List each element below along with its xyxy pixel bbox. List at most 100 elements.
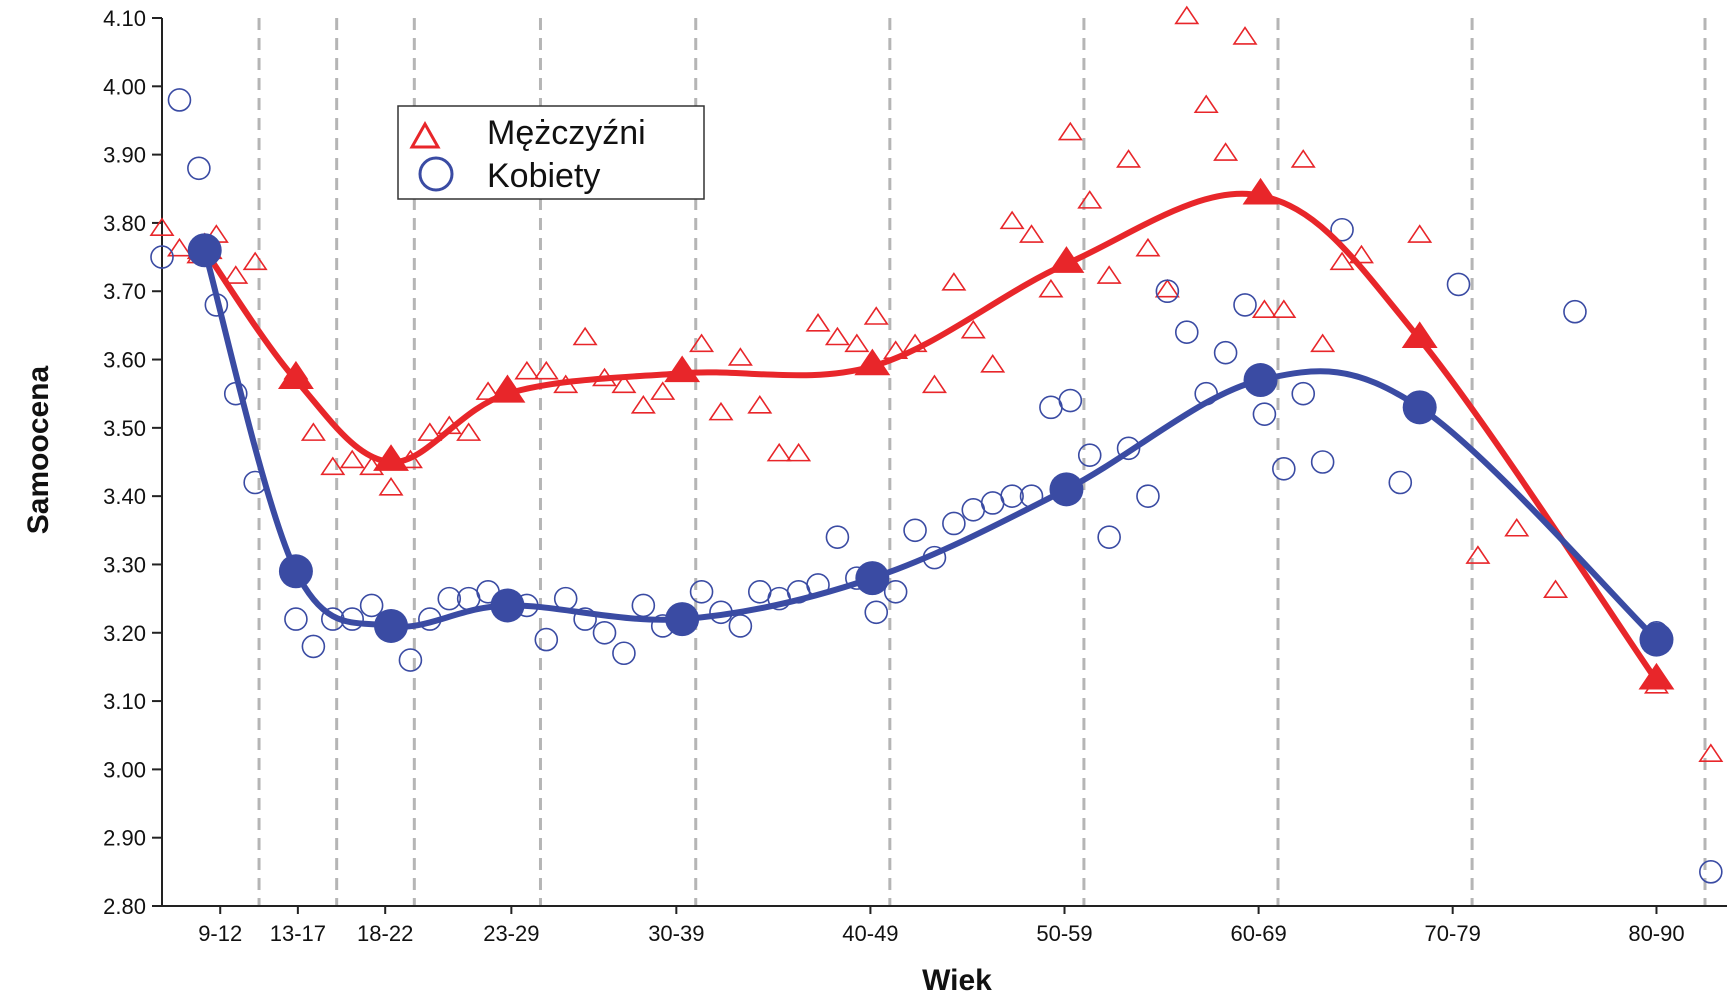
- scatter-point-triangle: [1096, 265, 1122, 284]
- scatter-point-triangle: [1213, 142, 1239, 161]
- trend-line-women: [201, 247, 1660, 643]
- y-tick-label: 4.10: [103, 6, 146, 31]
- mean-marker-triangle: [1638, 662, 1675, 690]
- scatter-point-triangle: [1193, 94, 1219, 114]
- mean-marker-triangle: [1242, 177, 1279, 205]
- scatter-point-triangle: [320, 456, 346, 476]
- scatter-point-triangle: [533, 360, 559, 380]
- scatter-point-circle: [728, 614, 753, 638]
- scatter-point-circle: [301, 634, 326, 659]
- x-tick-label: 80-90: [1628, 921, 1684, 946]
- scatter-point-circle: [1446, 272, 1471, 297]
- scatter-point-triangle: [1232, 26, 1258, 45]
- scatter-point-triangle: [727, 347, 753, 366]
- scatter-point-triangle: [999, 210, 1025, 230]
- scatter-point-triangle: [1135, 237, 1161, 257]
- scatter-point-triangle: [1348, 244, 1374, 264]
- scatter-point-circle: [1330, 217, 1354, 242]
- trend-lines: [201, 190, 1660, 684]
- scatter-point-circle: [359, 593, 384, 618]
- mean-marker-circle: [1243, 363, 1278, 398]
- scatter-point-triangle: [1290, 149, 1316, 168]
- mean-markers: [186, 177, 1675, 690]
- scatter-point-circle: [534, 627, 559, 652]
- legend-triangle-icon: [409, 120, 441, 149]
- scatter-point-circle: [284, 607, 308, 631]
- scatter-point-triangle: [149, 217, 175, 236]
- mean-marker-triangle: [373, 444, 409, 471]
- scatter-point-triangle: [980, 354, 1006, 373]
- scatter-point-circle: [1310, 450, 1335, 474]
- scatter-point-circle: [903, 518, 927, 543]
- scatter-point-triangle: [689, 333, 715, 353]
- scatter-point-triangle: [1504, 517, 1530, 537]
- scatter-point-circle: [1097, 525, 1121, 549]
- mean-marker-circle: [1049, 472, 1084, 507]
- scatter-point-circle: [1155, 279, 1180, 304]
- scatter-point-triangle: [300, 422, 326, 441]
- y-ticks: 2.80 2.90 3.00 3.10 3.20 3.30 3.40 3.50 3.60 3.70…: [103, 6, 162, 919]
- scatter-point-triangle: [1407, 224, 1433, 243]
- scatter-point-circle: [1272, 457, 1296, 481]
- x-ticks: 9-12 13-17 18-22 23-29 30-39 40-49 50-59 60-69 7…: [198, 906, 1685, 946]
- scatter-point-circle: [1116, 436, 1141, 461]
- scatter-point-triangle: [1310, 333, 1336, 353]
- scatter-point-triangle: [1116, 149, 1142, 168]
- scatter-point-triangle: [766, 442, 792, 462]
- y-tick-label: 3.30: [103, 552, 146, 577]
- scatter-point-circle: [150, 245, 174, 269]
- y-tick-label: 2.80: [103, 894, 146, 919]
- scatter-point-triangle: [1057, 121, 1083, 141]
- mean-marker-circle: [1402, 390, 1437, 425]
- scatter-point-triangle: [1271, 299, 1297, 318]
- scatter-point-triangle: [456, 422, 482, 441]
- scatter-point-circle: [1058, 388, 1083, 413]
- scatter-point-triangle: [378, 477, 404, 496]
- x-tick-label: 9-12: [198, 921, 242, 946]
- scatter-point-triangle: [708, 401, 734, 421]
- scatter-point-triangle: [1077, 190, 1103, 209]
- scatter-point-triangle: [941, 272, 967, 291]
- scatter-point-triangle: [960, 319, 986, 339]
- scatter-point-triangle: [921, 374, 947, 394]
- scatter-point-circle: [437, 586, 462, 611]
- scatter-point-triangle: [650, 381, 676, 400]
- legend-label-women: Kobiety: [487, 157, 600, 195]
- trend-line-men: [201, 190, 1660, 684]
- mean-marker-circle: [374, 608, 409, 643]
- scatter-point-triangle: [514, 360, 540, 380]
- mean-marker-circle: [1639, 622, 1674, 657]
- mean-marker-circle: [187, 233, 222, 268]
- y-tick-label: 2.90: [103, 826, 146, 851]
- scatter-point-circle: [592, 620, 617, 645]
- mean-marker-triangle: [1401, 321, 1438, 348]
- scatter-point-circle: [612, 641, 636, 666]
- scatter-point-circle: [1077, 443, 1102, 467]
- mean-marker-triangle: [854, 348, 891, 376]
- x-tick-label: 50-59: [1036, 921, 1092, 946]
- scatter-point-triangle: [1465, 545, 1491, 564]
- x-tick-label: 70-79: [1425, 921, 1481, 946]
- scatter-points: [149, 5, 1724, 884]
- mean-marker-circle: [278, 554, 313, 589]
- scatter-point-triangle: [1174, 5, 1200, 25]
- scatter-point-triangle: [339, 449, 365, 469]
- scatter-point-circle: [1136, 484, 1160, 508]
- scatter-point-circle: [1213, 340, 1238, 365]
- scatter-point-triangle: [1154, 278, 1180, 298]
- scatter-point-triangle: [1019, 224, 1045, 243]
- scatter-point-triangle: [1251, 299, 1277, 318]
- scatter-point-circle: [1000, 484, 1024, 508]
- legend: Mężczyźni Kobiety: [397, 105, 705, 200]
- scatter-point-triangle: [805, 313, 831, 332]
- scatter-point-circle: [825, 525, 850, 549]
- scatter-point-circle: [1233, 293, 1257, 317]
- y-tick-label: 3.10: [103, 689, 146, 714]
- legend-circle-icon: [418, 156, 454, 192]
- y-tick-label: 3.50: [103, 416, 146, 441]
- y-tick-label: 3.00: [103, 757, 146, 782]
- scatter-point-triangle: [1329, 251, 1355, 271]
- scatter-point-circle: [187, 156, 211, 181]
- scatter-point-triangle: [223, 265, 249, 284]
